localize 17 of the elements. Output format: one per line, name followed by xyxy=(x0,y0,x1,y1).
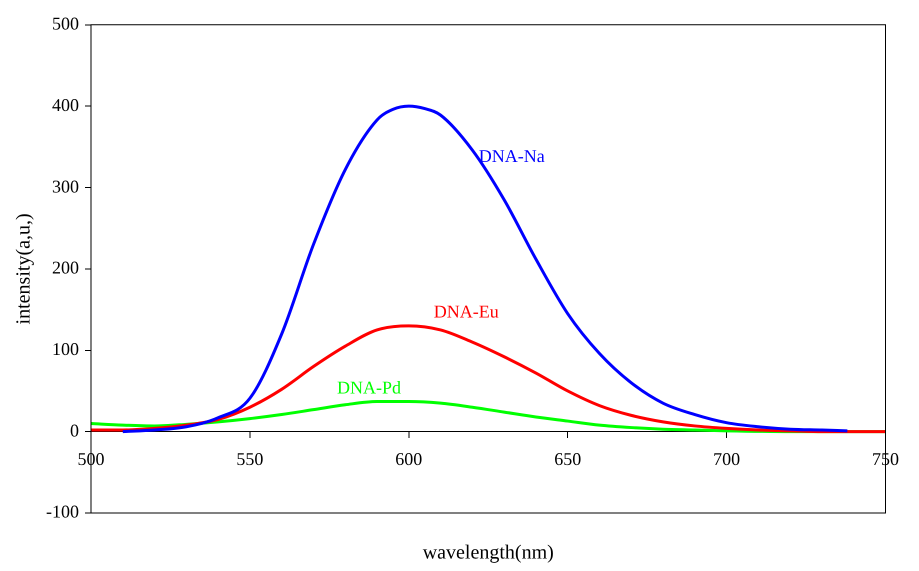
series-label: DNA-Pd xyxy=(337,377,402,398)
x-tick-label: 550 xyxy=(236,449,264,470)
series-label: DNA-Na xyxy=(478,146,545,166)
line-series xyxy=(121,104,849,434)
x-tick-label: 650 xyxy=(554,449,582,470)
y-tick-label: 100 xyxy=(52,339,79,359)
y-axis-title: intensity(a,u,) xyxy=(12,213,34,324)
y-tick-label: 300 xyxy=(52,176,79,196)
y-tick-label: 0 xyxy=(70,420,79,440)
y-tick-label: 500 xyxy=(52,14,79,34)
x-tick-label: 600 xyxy=(395,449,422,470)
y-tick-label: 200 xyxy=(52,258,79,278)
y-tick-label: -100 xyxy=(46,502,79,522)
series-label: DNA-Eu xyxy=(434,302,499,322)
y-tick-label: 400 xyxy=(52,94,79,115)
x-tick-label: 700 xyxy=(713,449,740,470)
x-axis-title: wavelength(nm) xyxy=(422,541,554,564)
